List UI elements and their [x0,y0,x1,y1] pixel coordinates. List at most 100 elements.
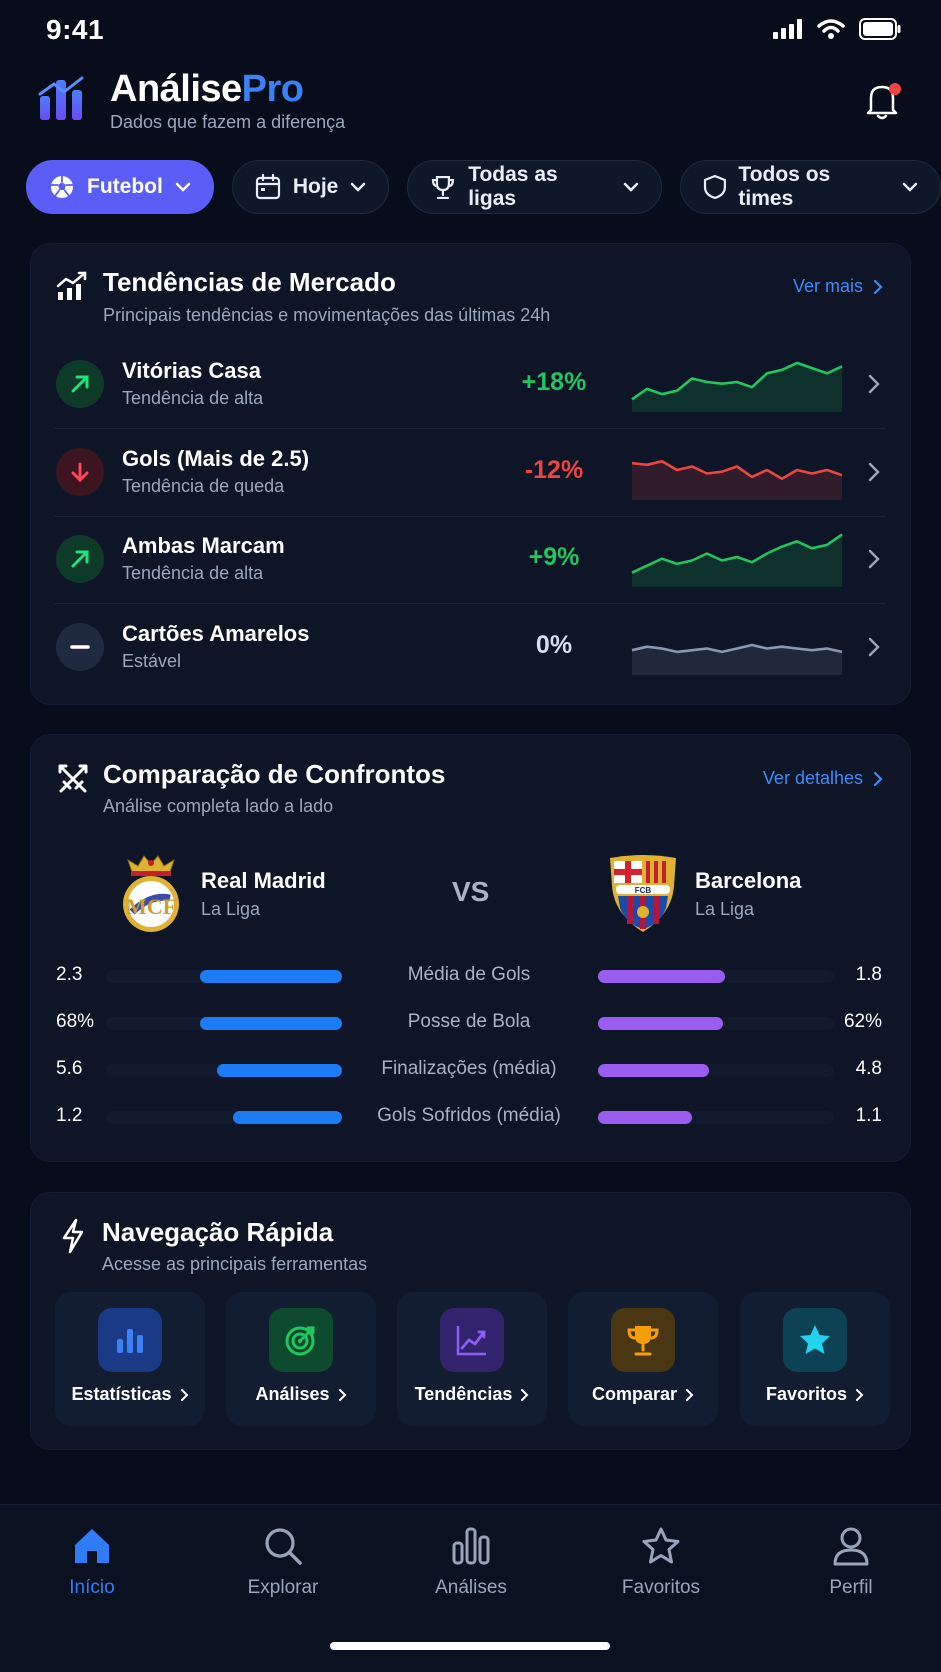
nav-item-bar-chart[interactable]: Análises [406,1525,536,1599]
chevron-right-icon [868,637,880,657]
trend-description: Tendência de queda [122,476,285,496]
real-madrid-crest-icon[interactable]: MCF [120,852,182,934]
sparkline-area [632,645,842,675]
soccer-ball-icon [51,176,73,198]
away-stat-bar [598,1064,709,1077]
chevron-right-icon [856,1388,864,1401]
filter-date[interactable]: Hoje [231,160,390,214]
sparkline-area [632,534,842,587]
home-stat-bar [233,1111,342,1124]
minus-icon [70,645,90,649]
home-team-league: La Liga [201,899,261,919]
head-to-head-card [30,734,911,1162]
away-stat-bar [598,1111,692,1124]
quick-nav-item[interactable]: Favoritos [740,1292,890,1426]
trend-description: Estável [122,651,182,671]
quick-nav-item[interactable]: Tendências [397,1292,547,1426]
chevron-down-icon [175,182,191,192]
trend-sparkline [631,643,843,675]
shield-icon [703,174,726,200]
filter-team[interactable]: Todos os times [679,160,941,214]
quick-nav-title: Navegação Rápida [102,1217,334,1247]
trends-subtitle: Principais tendências e movimentações da… [103,305,551,325]
quick-nav-item[interactable]: Estatísticas [55,1292,205,1426]
brand-title: AnálisePro [110,68,304,110]
filter-sport-label: Futebol [87,175,163,198]
trend-name: Cartões Amarelos [122,621,310,646]
away-stat-bar [598,970,725,983]
quick-nav-label: Tendências [414,1384,513,1404]
tagline: Dados que fazem a diferença [110,112,346,132]
trend-row[interactable]: Cartões Amarelos Estável 0% [54,605,886,691]
trend-row[interactable]: Ambas Marcam Tendência de alta +9% [54,517,886,603]
nav-item-star[interactable]: Favoritos [596,1525,726,1599]
home-stat-track [106,1064,342,1077]
filter-league[interactable]: Todas as ligas [407,160,662,214]
away-stat-value: 4.8 [855,1058,882,1079]
nav-item-label: Favoritos [621,1577,701,1598]
trend-name: Gols (Mais de 2.5) [122,446,310,471]
away-team-name: Barcelona [695,868,802,893]
away-stat-value: 62% [843,1011,882,1032]
quick-nav-label: Estatísticas [71,1384,172,1404]
chevron-down-icon [902,182,918,192]
quick-nav-label: Comparar [591,1384,678,1404]
away-team-league: La Liga [695,899,755,919]
nav-item-search[interactable]: Explorar [218,1525,348,1599]
away-stat-track [598,1064,834,1077]
arrow-up-right-icon [71,550,89,568]
chevron-down-icon [623,182,638,192]
home-stat-track [106,970,342,983]
trends-title: Tendências de Mercado [103,267,396,297]
sparkline-line [631,361,843,401]
comparison-details-link[interactable]: Ver detalhes [763,768,883,789]
trend-value: +9% [528,543,580,571]
trend-name: Vitórias Casa [122,358,262,383]
crossed-swords-icon [58,764,88,793]
trend-value: 0% [535,631,573,659]
trend-value: +18% [521,368,587,396]
trend-sparkline [631,361,843,412]
trend-direction-badge [56,623,104,671]
sparkline-area [632,461,842,500]
svg-text:FCB: FCB [635,886,652,895]
trend-direction-badge [56,535,104,583]
nav-item-label: Explorar [247,1577,319,1598]
notification-bell-icon[interactable] [865,82,901,120]
chevron-right-icon [868,462,880,482]
status-icons [773,18,901,40]
lightning-icon [62,1218,84,1254]
trend-description: Tendência de alta [122,563,264,583]
quick-nav-item[interactable]: Comparar [568,1292,718,1426]
home-indicator [330,1642,610,1650]
home-team-name: Real Madrid [201,868,326,893]
away-stat-track [598,1111,834,1124]
stat-label: Média de Gols [407,964,531,985]
nav-item-user[interactable]: Perfil [786,1525,916,1599]
arrow-up-right-icon [71,375,89,393]
svg-text:MCF: MCF [126,894,176,919]
comparison-details-label: Ver detalhes [762,768,863,788]
quick-nav-icon-tile [440,1308,504,1372]
trend-name: Ambas Marcam [122,533,285,558]
trend-row[interactable]: Vitórias Casa Tendência de alta +18% [54,342,886,428]
sparkline-area [632,362,842,412]
stat-label: Finalizações (média) [381,1058,557,1079]
stat-label: Gols Sofridos (média) [377,1105,561,1126]
trends-see-more-link[interactable]: Ver mais [793,276,883,297]
filter-sport[interactable]: Futebol [26,160,214,214]
star-icon [642,1527,680,1564]
trends-see-more-label: Ver mais [792,276,863,296]
quick-nav-icon-tile [783,1308,847,1372]
wifi-icon [817,19,845,39]
chevron-right-icon [686,1388,694,1401]
barcelona-crest-icon[interactable]: FCB [606,852,680,934]
trend-row[interactable]: Gols (Mais de 2.5) Tendência de queda -12% [54,430,886,516]
stat-row: 2.3 Média de Gols 1.8 [54,956,884,996]
logo-icon [38,76,84,120]
quick-nav-item[interactable]: Análises [226,1292,376,1426]
trend-chart-icon [56,271,87,300]
nav-item-home[interactable]: Início [27,1525,157,1599]
vs-label: VS [452,876,490,907]
chevron-right-icon [868,374,880,394]
